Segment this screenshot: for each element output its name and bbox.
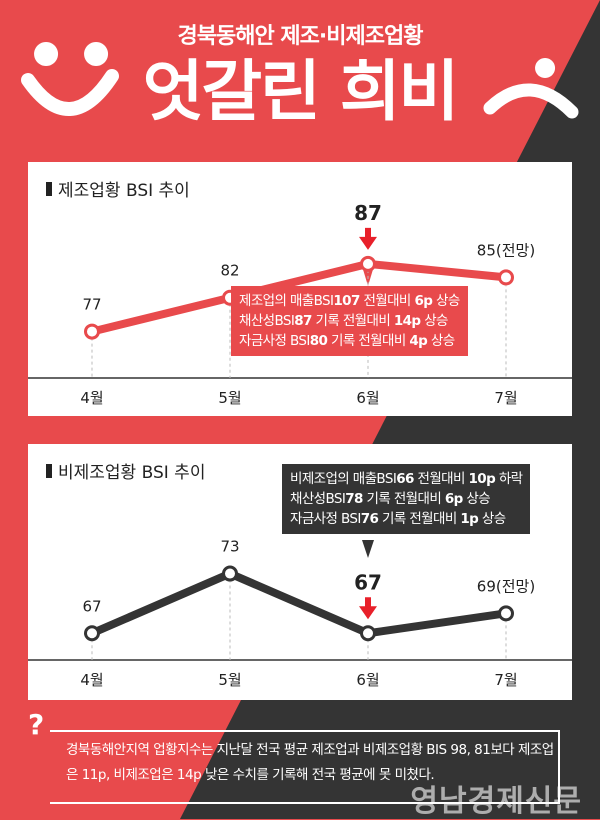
callout-row: 자금사정 BSI80 기록 전월대비 4p 상승 (239, 331, 460, 351)
highlight-arrow-head-icon (359, 606, 377, 620)
highlight-arrow-icon (365, 227, 371, 238)
chart-title-text: 제조업황 BSI 추이 (58, 181, 190, 201)
data-point (222, 565, 238, 582)
highlight-arrow-icon (365, 597, 371, 608)
data-label: 67 (82, 597, 101, 615)
non-manufacturing-callout: 비제조업의 매출BSI66 전월대비 10p 하락 채산성BSI78 기록 전월대… (282, 464, 531, 534)
callout-direction: 상승 (420, 313, 448, 329)
callout-direction: 하락 (495, 471, 523, 487)
non-manufacturing-chart-panel: 비제조업황 BSI 추이 67 4월 73 5월 67 6월 69(전망) 7월 비제조업의 … (28, 444, 572, 700)
callout-change: 기록 전월대비 (311, 313, 394, 329)
square-bullet-icon (46, 463, 52, 478)
callout-label: 자금사정 BSI (290, 511, 361, 527)
smile-eye-right (84, 42, 109, 66)
manufacturing-line-chart: 77 4월 82 5월 87 6월 85(전망) 7월 (28, 201, 572, 407)
header-subtitle: 경북동해안 제조·비제조업황 (177, 24, 424, 49)
callout-row: 비제조업의 매출BSI66 전월대비 10p 하락 (290, 469, 523, 489)
callout-direction: 상승 (432, 293, 460, 309)
callout-change: 기록 전월대비 (378, 511, 461, 527)
data-point (360, 255, 376, 272)
callout-change: 기록 전월대비 (327, 333, 410, 349)
data-point (84, 625, 100, 642)
callout-direction: 상승 (427, 333, 455, 349)
chart-title: 비제조업황 BSI 추이 (46, 458, 205, 483)
data-point (498, 269, 514, 286)
x-tick-label: 5월 (218, 389, 241, 407)
callout-label: 채산성BSI (290, 491, 346, 507)
question-mark-icon: ? (28, 708, 45, 741)
x-tick-label: 6월 (356, 389, 379, 407)
x-tick-label: 4월 (80, 389, 103, 407)
series-line (90, 569, 507, 638)
chart-title: 제조업황 BSI 추이 (46, 176, 190, 201)
data-label: 73 (220, 538, 239, 556)
callout-value: 76 (360, 511, 379, 527)
callout-row: 채산성BSI78 기록 전월대비 6p 상승 (290, 489, 522, 509)
frown-eye-right (535, 58, 556, 78)
callout-row: 채산성BSI87 기록 전월대비 14p 상승 (239, 311, 460, 331)
callout-delta: 6p (444, 491, 463, 507)
callout-value: 66 (396, 471, 414, 487)
header-title: 엇갈린 희비 (142, 53, 460, 130)
frown-mouth (483, 83, 579, 119)
callout-pointer (362, 540, 374, 558)
smile-mouth (21, 69, 119, 116)
callout-label: 채산성BSI (239, 313, 295, 329)
callout-value: 78 (345, 491, 363, 507)
data-label: 67 (354, 570, 382, 594)
data-label: 77 (82, 296, 101, 314)
data-label: 85(전망) (477, 241, 535, 259)
callout-delta: 4p (409, 333, 428, 349)
callout-delta: 6p (414, 293, 433, 309)
x-tick-label: 7월 (494, 671, 517, 689)
callout-label: 제조업의 매출BSI (239, 293, 334, 309)
callout-delta: 10p (468, 471, 496, 487)
x-tick-label: 4월 (80, 671, 103, 689)
manufacturing-callout: 제조업의 매출BSI107 전월대비 6p 상승 채산성BSI87 기록 전월대비… (231, 286, 468, 356)
data-point (498, 605, 514, 622)
callout-value: 107 (333, 293, 360, 309)
square-bullet-icon (46, 181, 52, 196)
callout-label: 비제조업의 매출BSI (290, 471, 397, 487)
data-point (84, 323, 100, 340)
callout-direction: 상승 (478, 511, 506, 527)
note-frame (50, 730, 560, 804)
callout-value: 80 (309, 333, 328, 349)
highlight-arrow-head-icon (359, 236, 377, 250)
non-manufacturing-line-chart: 67 4월 73 5월 67 6월 69(전망) 7월 (28, 538, 572, 689)
smile-eye-left (34, 42, 59, 66)
callout-row: 자금사정 BSI76 기록 전월대비 1p 상승 (290, 509, 522, 529)
callout-delta: 1p (460, 511, 479, 527)
data-label: 82 (220, 262, 239, 280)
data-label: 87 (354, 201, 382, 225)
series-line (91, 259, 507, 336)
data-point (360, 625, 376, 642)
data-label: 69(전망) (477, 577, 535, 595)
x-tick-label: 7월 (494, 389, 517, 407)
x-tick-label: 6월 (356, 671, 379, 689)
callout-label: 자금사정 BSI (239, 333, 310, 349)
callout-delta: 14p (393, 313, 421, 329)
callout-change: 기록 전월대비 (362, 491, 445, 507)
watermark-text: 영남경제신문 (410, 784, 582, 819)
note-text: 경북동해안지역 업황지수는 지난달 전국 평균 제조업과 비제조업황 BIS 9… (66, 742, 554, 783)
chart-title-text: 비제조업황 BSI 추이 (58, 463, 206, 483)
manufacturing-chart-panel: 제조업황 BSI 추이 77 4월 82 5월 87 6월 85(전망) 7월 제조업의 매출… (28, 162, 572, 416)
callout-change: 전월대비 (413, 471, 469, 487)
x-tick-label: 5월 (218, 671, 241, 689)
callout-row: 제조업의 매출BSI107 전월대비 6p 상승 (239, 291, 460, 311)
callout-change: 전월대비 (359, 293, 415, 309)
callout-value: 87 (294, 313, 312, 329)
callout-direction: 상승 (462, 491, 491, 507)
